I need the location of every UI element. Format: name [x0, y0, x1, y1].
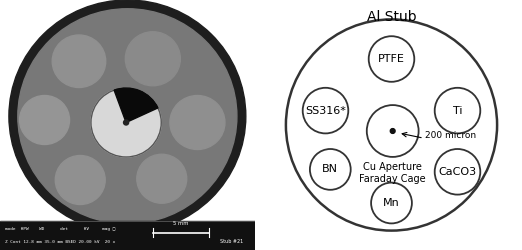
Text: BN: BN [322, 164, 338, 174]
Circle shape [310, 149, 351, 190]
Circle shape [91, 88, 161, 157]
Circle shape [371, 182, 412, 224]
Circle shape [9, 0, 246, 232]
Circle shape [369, 36, 414, 82]
Circle shape [435, 149, 480, 194]
Circle shape [435, 88, 480, 134]
Text: Ti: Ti [453, 106, 462, 116]
Circle shape [124, 120, 128, 125]
Circle shape [303, 88, 348, 134]
Text: mode  HPW    WD      det      HV     mag □: mode HPW WD det HV mag □ [5, 227, 115, 231]
Text: 200 micron: 200 micron [424, 131, 476, 140]
Circle shape [18, 9, 237, 224]
Bar [0, 221, 255, 250]
Circle shape [137, 154, 187, 203]
Text: SS316*: SS316* [305, 106, 346, 116]
Text: 5 mm: 5 mm [173, 222, 188, 226]
Text: Z Cont 12.8 mm 35.0 mm BSED 20.00 kV  20 x: Z Cont 12.8 mm 35.0 mm BSED 20.00 kV 20 … [5, 240, 115, 244]
Circle shape [52, 35, 106, 88]
Circle shape [20, 96, 69, 144]
Circle shape [55, 156, 105, 204]
Circle shape [367, 105, 419, 157]
Text: Al Stub: Al Stub [366, 10, 417, 24]
Text: Mn: Mn [383, 198, 400, 208]
Text: CaCO3: CaCO3 [438, 167, 477, 177]
Text: Stub #21: Stub #21 [220, 240, 243, 244]
Wedge shape [114, 88, 158, 122]
Circle shape [125, 32, 181, 86]
Text: PTFE: PTFE [378, 54, 405, 64]
Circle shape [390, 128, 395, 134]
Circle shape [170, 96, 225, 150]
Text: Cu Aperture
Faraday Cage: Cu Aperture Faraday Cage [359, 162, 426, 184]
